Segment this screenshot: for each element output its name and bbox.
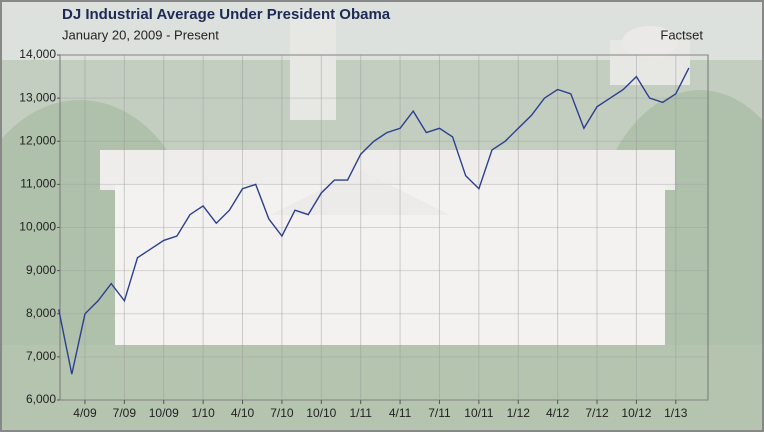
chart-title: DJ Industrial Average Under President Ob… [62,6,391,23]
y-tick-label: 9,000 [26,263,56,277]
x-tick-label: 7/09 [113,406,137,420]
chart-subtitle: January 20, 2009 - Present [62,27,219,42]
x-tick-label: 10/10 [306,406,336,420]
x-tick-label: 4/10 [231,406,255,420]
x-tick-label: 10/11 [464,406,493,420]
x-tick-label: 1/11 [349,406,372,420]
y-tick-label: 6,000 [26,392,56,406]
source: Factset [660,27,703,42]
x-tick-label: 10/12 [621,406,651,420]
x-tick-label: 4/09 [73,406,97,420]
x-tick-label: 7/12 [585,406,609,420]
x-tick-label: 7/11 [428,406,451,420]
y-tick-label: 13,000 [19,90,56,104]
y-tick-label: 12,000 [19,133,56,147]
data-line [58,67,690,375]
x-tick-label: 1/12 [507,406,531,420]
x-tick-label: 10/09 [149,406,179,420]
x-tick-label: 4/12 [546,406,570,420]
x-tick-label: 7/10 [270,406,294,420]
x-tick-label: 1/13 [664,406,688,420]
y-tick-label: 14,000 [19,47,56,61]
y-tick-label: 7,000 [26,349,56,363]
x-tick-label: 4/11 [389,406,412,420]
y-tick-label: 11,000 [20,177,56,191]
y-tick-label: 10,000 [19,220,56,234]
x-tick-label: 1/10 [191,406,215,420]
y-tick-label: 8,000 [26,306,56,320]
